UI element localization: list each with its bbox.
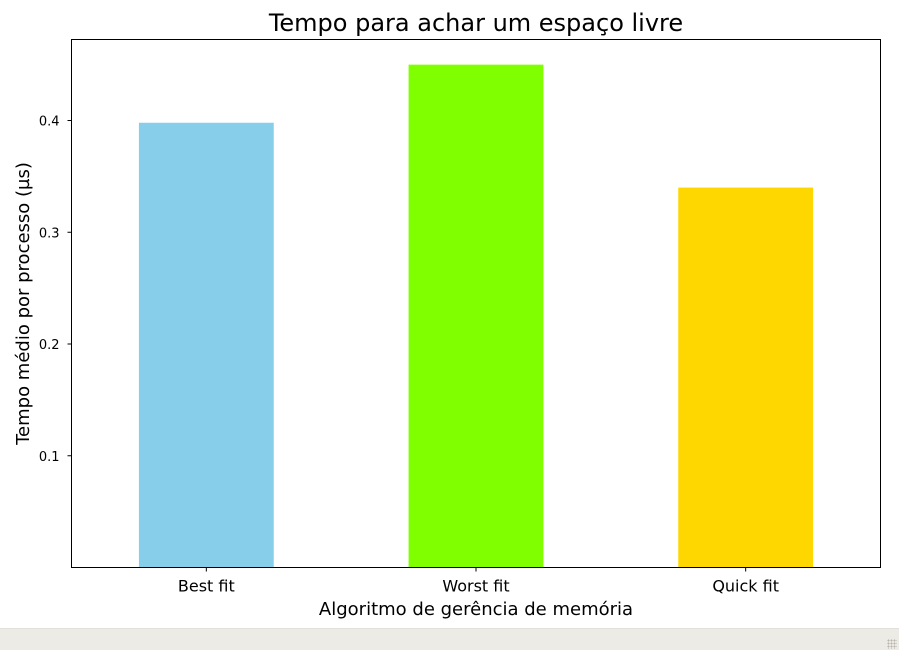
- x-tick-label: Worst fit: [442, 577, 509, 596]
- status-bar: [0, 628, 899, 650]
- bar-worst-fit: [408, 64, 544, 568]
- figure-canvas: Best fit Worst fit Quick fit 0.1 0.2 0.3 0.4 T…: [13, 9, 881, 620]
- x-tick-label: Best fit: [178, 577, 235, 596]
- y-tick-label: 0.3: [39, 226, 60, 241]
- bar-best-fit: [138, 122, 274, 568]
- resize-grip-icon[interactable]: [887, 639, 897, 649]
- y-tick-label: 0.2: [39, 338, 60, 353]
- bars-layer: [138, 64, 814, 568]
- ticks-layer: Best fit Worst fit Quick fit 0.1 0.2 0.3 0.4: [39, 115, 779, 596]
- x-axis-label: Algoritmo de gerência de memória: [319, 599, 633, 620]
- y-tick-label: 0.1: [39, 450, 60, 465]
- y-axis-label: Tempo médio por processo (µs): [13, 162, 34, 446]
- bar-chart: Best fit Worst fit Quick fit 0.1 0.2 0.3 0.4 T…: [13, 9, 881, 620]
- y-tick-label: 0.4: [39, 115, 60, 130]
- bar-quick-fit: [678, 187, 814, 568]
- chart-title: Tempo para achar um espaço livre: [268, 9, 683, 37]
- x-tick-label: Quick fit: [712, 577, 779, 596]
